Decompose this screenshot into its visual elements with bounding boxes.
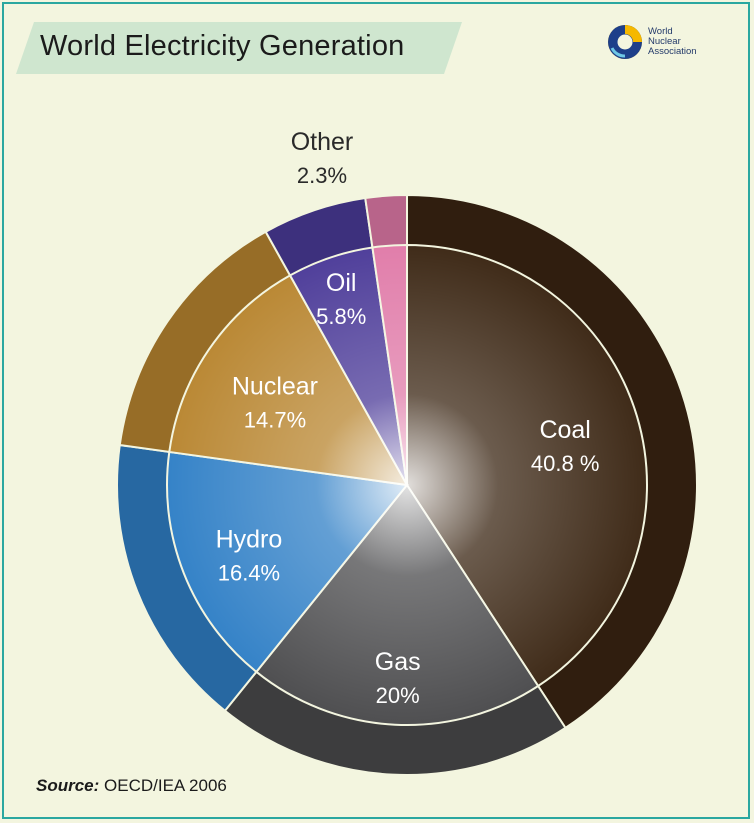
logo-line-2: Nuclear [648, 36, 681, 47]
pie-labels: Coal 40.8 % Gas 20% Hydro 16.4% Nuclear 14.7% Oi… [216, 128, 600, 708]
source-text: OECD/IEA 2006 [104, 776, 227, 795]
slice-label-hydro: Hydro [216, 526, 283, 554]
slice-value-nuclear: 14.7% [244, 408, 306, 433]
logo-line-3: Association [648, 46, 697, 57]
title-banner [16, 22, 462, 74]
slice-value-gas: 20% [376, 683, 420, 708]
logo-text: World Nuclear Association [648, 27, 697, 57]
chart-title: World Electricity Generation [40, 30, 405, 62]
source-note: Source: OECD/IEA 2006 [36, 776, 227, 796]
world-nuclear-association-logo-icon [608, 25, 642, 59]
logo-line-1: World [648, 26, 673, 37]
slice-label-gas: Gas [375, 648, 421, 676]
source-prefix: Source: [36, 776, 100, 795]
slice-value-hydro: 16.4% [218, 561, 280, 586]
slice-value-coal: 40.8 % [531, 451, 600, 476]
pie-highlight [167, 245, 647, 725]
slice-value-other: 2.3% [297, 163, 347, 188]
slice-label-oil: Oil [326, 269, 357, 297]
slice-label-other: Other [291, 128, 354, 156]
slice-value-oil: 5.8% [316, 304, 366, 329]
slice-label-nuclear: Nuclear [232, 373, 318, 401]
slice-label-coal: Coal [539, 416, 590, 444]
